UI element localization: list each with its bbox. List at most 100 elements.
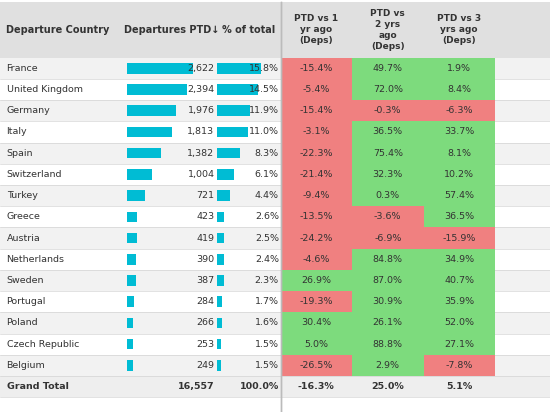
Text: 8.1%: 8.1% <box>447 149 471 158</box>
Bar <box>217 169 234 180</box>
Text: 284: 284 <box>196 297 214 306</box>
Text: PTD vs 3
yrs ago
(Deps): PTD vs 3 yrs ago (Deps) <box>437 14 481 45</box>
Text: 1,813: 1,813 <box>188 127 214 136</box>
Bar <box>280 58 352 79</box>
Text: -24.2%: -24.2% <box>300 234 333 243</box>
Bar <box>126 126 172 137</box>
Bar <box>0 249 550 270</box>
Text: Sweden: Sweden <box>7 276 44 285</box>
Bar <box>126 190 145 201</box>
Text: -19.3%: -19.3% <box>300 297 333 306</box>
Text: -3.6%: -3.6% <box>374 212 401 221</box>
Text: -15.4%: -15.4% <box>300 64 333 73</box>
Text: -5.4%: -5.4% <box>302 85 330 94</box>
Bar <box>424 58 495 79</box>
Bar <box>0 206 550 227</box>
Text: -3.1%: -3.1% <box>302 127 330 136</box>
Text: France: France <box>7 64 39 73</box>
Text: -6.3%: -6.3% <box>446 106 473 115</box>
Bar <box>0 312 550 334</box>
Bar <box>126 63 192 74</box>
Text: 14.5%: 14.5% <box>249 85 279 94</box>
Text: Greece: Greece <box>7 212 41 221</box>
Bar <box>280 143 352 164</box>
Bar <box>126 296 134 307</box>
Bar <box>424 270 495 291</box>
Bar <box>126 275 136 286</box>
Text: -15.9%: -15.9% <box>443 234 476 243</box>
Text: 1.6%: 1.6% <box>255 318 279 328</box>
Text: Austria: Austria <box>7 234 40 243</box>
Text: PTD vs
2 yrs
ago
(Deps): PTD vs 2 yrs ago (Deps) <box>370 9 405 51</box>
Bar <box>280 100 352 122</box>
Text: 387: 387 <box>196 276 214 285</box>
Text: Netherlands: Netherlands <box>7 255 64 264</box>
Bar <box>424 227 495 249</box>
Text: -15.4%: -15.4% <box>300 106 333 115</box>
Text: 72.0%: 72.0% <box>373 85 403 94</box>
Bar <box>0 58 550 79</box>
Text: 1.5%: 1.5% <box>255 339 279 349</box>
Bar <box>126 233 137 243</box>
Bar <box>217 339 222 349</box>
Bar <box>0 355 550 376</box>
Text: -9.4%: -9.4% <box>302 191 330 200</box>
Text: 721: 721 <box>196 191 214 200</box>
Text: 1,004: 1,004 <box>188 170 214 179</box>
Bar <box>280 121 352 143</box>
Bar <box>424 291 495 312</box>
Text: 1.5%: 1.5% <box>255 361 279 370</box>
Text: 84.8%: 84.8% <box>373 255 403 264</box>
Text: 100.0%: 100.0% <box>240 382 279 391</box>
Bar <box>0 270 550 291</box>
Text: 1,976: 1,976 <box>188 106 214 115</box>
Bar <box>352 227 424 249</box>
Bar <box>280 334 352 355</box>
Bar <box>126 105 176 116</box>
Text: 10.2%: 10.2% <box>444 170 474 179</box>
Bar <box>424 164 495 185</box>
Bar <box>126 318 133 328</box>
Text: -6.9%: -6.9% <box>374 234 401 243</box>
Bar <box>0 291 550 312</box>
Text: Departure Country: Departure Country <box>6 25 109 35</box>
Bar <box>352 58 424 79</box>
Text: 5.0%: 5.0% <box>304 339 328 349</box>
Text: 2.3%: 2.3% <box>255 276 279 285</box>
Text: 4.4%: 4.4% <box>255 191 279 200</box>
Bar <box>126 211 137 222</box>
Bar <box>0 376 550 397</box>
Text: 15.8%: 15.8% <box>249 64 279 73</box>
Bar <box>217 63 261 74</box>
Text: 11.0%: 11.0% <box>249 127 279 136</box>
Text: 1.9%: 1.9% <box>447 64 471 73</box>
Text: 2.5%: 2.5% <box>255 234 279 243</box>
Bar <box>217 148 240 159</box>
Text: Germany: Germany <box>7 106 51 115</box>
Bar <box>352 355 424 376</box>
Text: 249: 249 <box>196 361 214 370</box>
Text: -7.8%: -7.8% <box>446 361 473 370</box>
Text: % of total: % of total <box>222 25 276 35</box>
Text: Spain: Spain <box>7 149 33 158</box>
Bar <box>217 360 222 371</box>
Text: Belgium: Belgium <box>7 361 45 370</box>
Text: 2.4%: 2.4% <box>255 255 279 264</box>
Text: 30.9%: 30.9% <box>373 297 403 306</box>
Bar <box>0 227 550 249</box>
Bar <box>217 275 224 286</box>
Text: Portugal: Portugal <box>7 297 46 306</box>
Text: 32.3%: 32.3% <box>373 170 403 179</box>
Text: -22.3%: -22.3% <box>300 149 333 158</box>
Bar <box>280 312 352 334</box>
Bar <box>217 296 222 307</box>
Text: 1.7%: 1.7% <box>255 297 279 306</box>
Text: -26.5%: -26.5% <box>300 361 333 370</box>
Text: 2.6%: 2.6% <box>255 212 279 221</box>
Bar <box>217 190 229 201</box>
Text: 253: 253 <box>196 339 214 349</box>
Text: -16.3%: -16.3% <box>298 382 334 391</box>
Text: 30.4%: 30.4% <box>301 318 331 328</box>
Text: 27.1%: 27.1% <box>444 339 474 349</box>
Text: 25.0%: 25.0% <box>371 382 404 391</box>
